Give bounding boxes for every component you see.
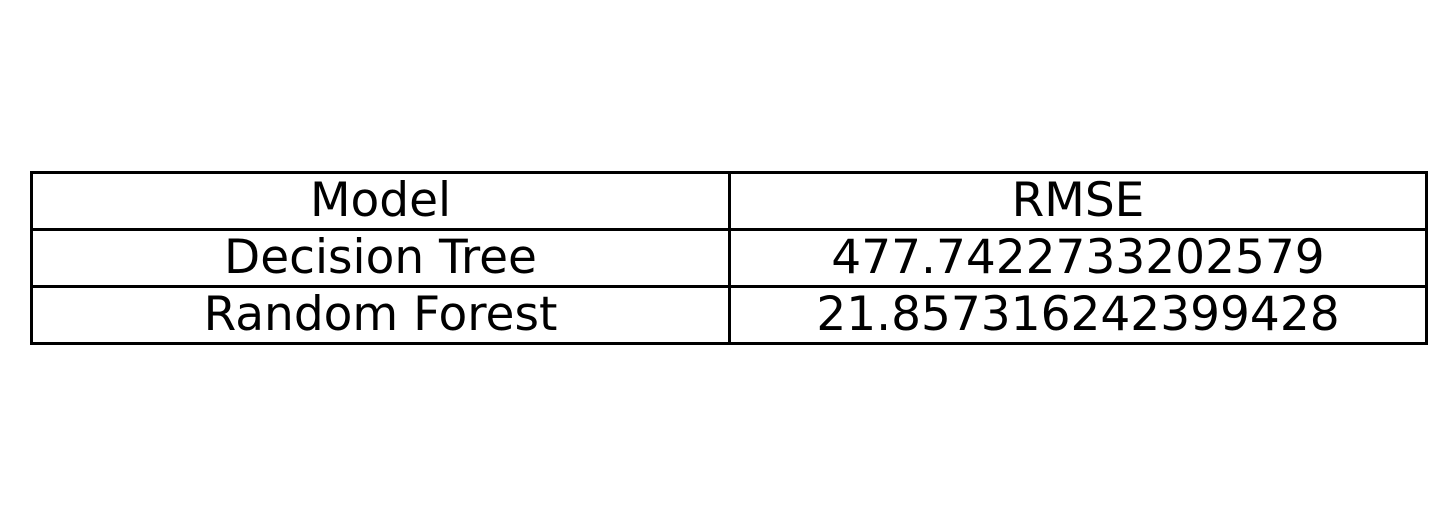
results-table: Model RMSE Decision Tree 477.74227332025… [30,171,1428,345]
cell-rmse-value: 21.857316242399428 [728,285,1428,345]
cell-rmse-value: 477.7422733202579 [728,228,1428,288]
cell-model-name: Random Forest [30,285,731,345]
header-model: Model [30,171,731,231]
cell-model-name: Decision Tree [30,228,731,288]
header-rmse: RMSE [728,171,1428,231]
table-row: Decision Tree 477.7422733202579 [30,228,1428,288]
table-row: Random Forest 21.857316242399428 [30,285,1428,345]
table-header-row: Model RMSE [30,171,1428,231]
